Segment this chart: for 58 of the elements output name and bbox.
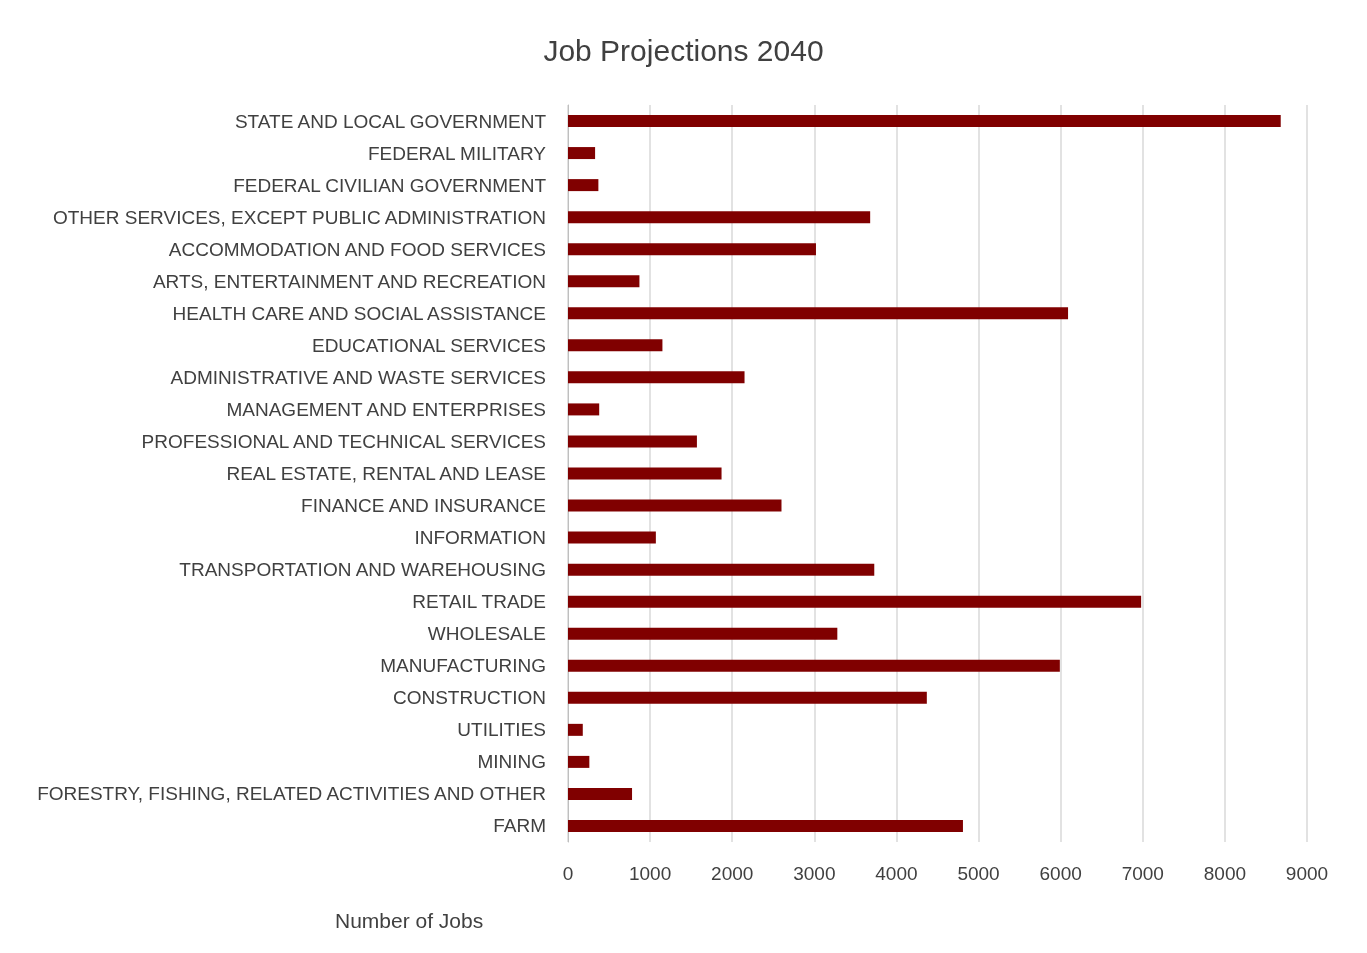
y-tick-label: REAL ESTATE, RENTAL AND LEASE [226,463,546,484]
y-tick-label: ADMINISTRATIVE AND WASTE SERVICES [170,366,546,388]
chart-title: Job Projections 2040 [543,33,824,67]
x-tick-label: 0 [562,863,574,884]
bar [568,435,697,448]
y-tick-label: MANAGEMENT AND ENTERPRISES [226,398,546,420]
y-tick-label: FEDERAL MILITARY [367,142,547,164]
x-tick-label: 1000 [628,863,672,884]
bar [568,243,816,256]
x-tick-label: 9000 [1285,863,1329,884]
bar [568,115,1281,128]
bar [568,179,599,192]
y-tick-label: ACCOMMODATION AND FOOD SERVICES [168,238,546,260]
y-tick-label: EDUCATIONAL SERVICES [311,334,546,356]
x-tick-label: 4000 [875,863,918,884]
bar [568,659,1060,672]
x-tick-label: 5000 [957,863,1000,884]
y-tick-label: FINANCE AND INSURANCE [301,495,546,517]
bar [568,723,583,736]
x-tick-label: 7000 [1121,863,1164,884]
y-tick-label: PROFESSIONAL AND TECHNICAL SERVICES [141,430,546,452]
x-tick-label: 6000 [1039,863,1082,884]
y-tick-label: FEDERAL CIVILIAN GOVERNMENT [233,174,547,196]
bar [568,467,722,480]
y-tick-label: CONSTRUCTION [392,687,546,709]
y-tick-label: ARTS, ENTERTAINMENT AND RECREATION [152,270,546,292]
y-tick-label: HEALTH CARE AND SOCIAL ASSISTANCE [172,302,546,324]
bar [568,147,596,160]
bar [568,403,600,416]
y-tick-label: FORESTRY, FISHING, RELATED ACTIVITIES AND OTHER [37,783,546,805]
x-axis-title: Number of Jobs [335,909,484,932]
bar [568,755,590,768]
bar [568,275,640,288]
bar [568,787,633,800]
x-tick-label: 2000 [711,863,754,884]
bar [568,371,745,384]
x-tick-label: 8000 [1203,863,1247,884]
y-tick-label: MANUFACTURING [380,655,546,677]
bar [568,691,927,704]
y-tick-label: OTHER SERVICES, EXCEPT PUBLIC ADMINISTRATION [52,206,546,228]
y-tick-label: MINING [477,751,546,773]
bar [568,563,875,576]
bar [568,595,1142,608]
y-tick-label: WHOLESALE [427,623,546,645]
x-tick-label: 3000 [793,863,836,884]
y-tick-label: RETAIL TRADE [412,591,546,613]
y-tick-label: INFORMATION [414,527,546,549]
bar [568,339,663,352]
y-tick-label: TRANSPORTATION AND WAREHOUSING [179,559,546,581]
bar [568,819,963,832]
y-tick-label: FARM [493,815,546,837]
y-tick-label: STATE AND LOCAL GOVERNMENT [234,110,547,132]
bar [568,499,782,512]
y-tick-label: UTILITIES [457,719,546,741]
bar [568,307,1069,320]
bar [568,531,656,544]
bar [568,627,838,640]
bar [568,211,871,224]
